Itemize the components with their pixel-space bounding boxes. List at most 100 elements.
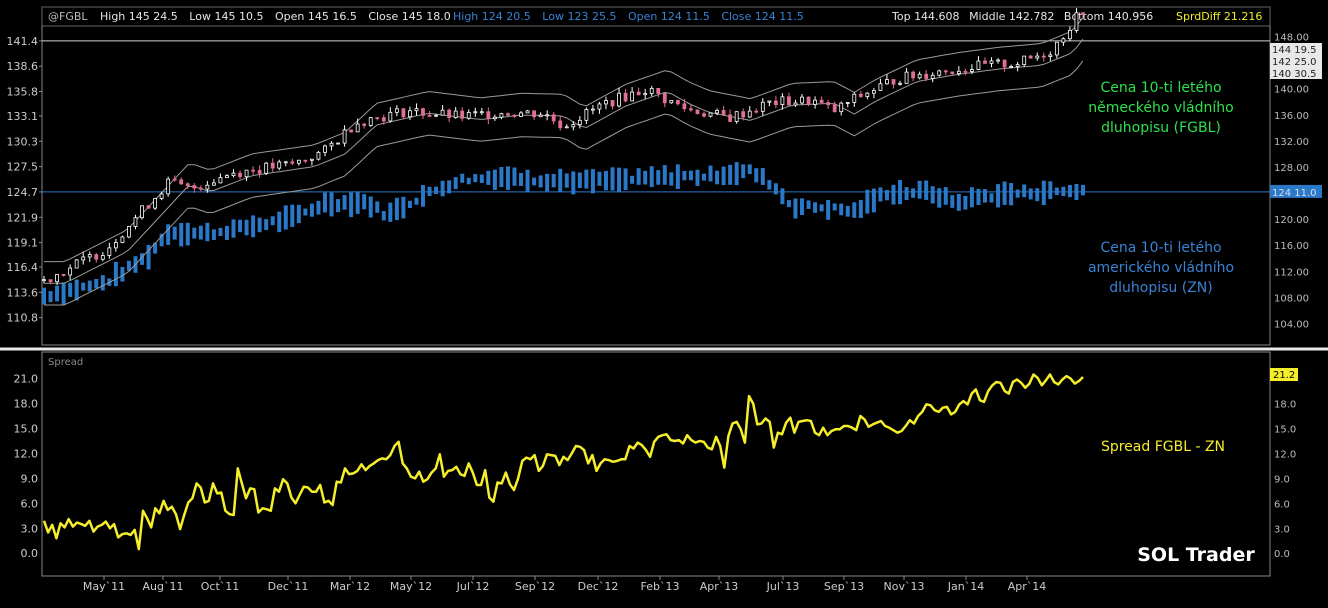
zn-open-label: Open <box>628 10 657 23</box>
zn-bar <box>1074 184 1079 201</box>
band-middle-line <box>44 38 1084 284</box>
zn-bar <box>780 188 785 205</box>
zn-bar <box>884 189 889 201</box>
fgbl-candle-body <box>48 279 53 283</box>
zn-bar <box>329 192 334 217</box>
fgbl-candle-body <box>800 96 804 104</box>
fgbl-candle-body <box>473 111 478 114</box>
zn-bar <box>1054 187 1059 196</box>
fgbl-candle-body <box>943 70 948 73</box>
fgbl-candle-body <box>68 267 73 276</box>
spread-y-right-tick-3: 9.0 <box>1274 474 1290 485</box>
zn-bar <box>460 173 465 183</box>
zn-bar <box>270 216 275 226</box>
fgbl-candle-body <box>231 172 236 177</box>
fgbl-candle-body <box>355 123 360 133</box>
zn-bar <box>421 185 426 207</box>
y-left-tick-0: 141.4 <box>7 35 39 48</box>
fgbl-candle-body <box>277 161 282 169</box>
zn-bar <box>956 193 961 211</box>
fgbl-low-value: 145 10.5 <box>214 10 263 23</box>
spread-last-label: 21.2 <box>1273 370 1295 381</box>
fgbl-candle-body <box>211 182 216 186</box>
zn-bar <box>617 167 622 193</box>
zn-bar <box>355 191 360 214</box>
band-top-line <box>44 16 1084 263</box>
zn-bar <box>55 285 60 302</box>
fgbl-candle-body <box>1028 55 1033 59</box>
zn-bar <box>388 202 393 222</box>
zn-bar <box>505 166 510 190</box>
zn-bar <box>296 204 301 224</box>
fgbl-candle-body <box>316 151 321 160</box>
spread-annotation: Spread FGBL - ZN <box>1101 439 1225 455</box>
zn-bar <box>466 177 471 185</box>
fgbl-candle-body <box>564 126 569 129</box>
zn-bar <box>741 164 746 179</box>
fgbl-open-value: 145 16.5 <box>308 10 357 23</box>
fgbl-candle-body <box>329 142 334 147</box>
fgbl-candle-body <box>94 254 99 260</box>
y-right-tick-2: 140.00 <box>1274 85 1309 96</box>
zn-bar <box>1022 184 1027 198</box>
zn-bar <box>767 180 772 190</box>
fgbl-last-label-box-0 <box>1270 43 1322 55</box>
x-tick-14: Jan`14 <box>947 580 984 593</box>
zn-bar <box>558 168 563 192</box>
fgbl-candle-body <box>1002 59 1007 68</box>
zn-bar <box>336 199 341 213</box>
spread-y-left-tick-7: 0.0 <box>21 547 39 560</box>
fgbl-candle-body <box>120 236 125 243</box>
fgbl-candle-body <box>179 179 184 185</box>
fgbl-candle-body <box>983 60 987 64</box>
zn-bar <box>473 174 478 183</box>
zn-bar <box>656 170 661 185</box>
fgbl-candle-body <box>545 114 550 117</box>
fgbl-candle-body <box>898 82 902 85</box>
symbol-label: @FGBL <box>48 10 88 23</box>
zn-bar <box>773 183 778 195</box>
fgbl-candle-body <box>192 185 197 189</box>
fgbl-candle-body <box>610 100 615 107</box>
fgbl-candle-body <box>1022 55 1027 66</box>
fgbl-candle-body <box>427 114 432 117</box>
fgbl-annotation-line-1: Cena 10-ti letého <box>1100 80 1221 96</box>
fgbl-candle-body <box>996 59 1000 62</box>
fgbl-candle-body <box>1035 55 1040 59</box>
zn-bar <box>1035 188 1040 202</box>
zn-bar <box>440 180 445 197</box>
zn-bar <box>1041 180 1046 206</box>
zn-bar <box>551 173 556 188</box>
fgbl-high-value: 145 24.5 <box>129 10 178 23</box>
fgbl-candle-body <box>695 109 700 115</box>
fgbl-candle-body <box>394 108 399 113</box>
zn-bar <box>963 195 968 210</box>
y-right-tick-8: 116.00 <box>1274 241 1309 252</box>
zn-bar <box>871 188 876 213</box>
zn-bar <box>407 200 412 208</box>
fgbl-close-value: 145 18.0 <box>402 10 451 23</box>
fgbl-candle-body <box>708 112 713 117</box>
fgbl-candle-body <box>865 92 870 97</box>
fgbl-candle-body <box>519 112 523 117</box>
zn-bar <box>283 205 288 230</box>
zn-low-value: 123 25.5 <box>567 10 616 23</box>
zn-bar <box>238 219 243 233</box>
fgbl-candle-body <box>787 96 791 106</box>
fgbl-last-label-2: 140 30.5 <box>1272 69 1317 80</box>
fgbl-candle-body <box>1041 55 1046 58</box>
zn-bar <box>153 242 158 254</box>
fgbl-candle-body <box>773 100 778 106</box>
spread-y-right-tick-2: 12.0 <box>1274 449 1296 460</box>
fgbl-candle-body <box>87 254 92 258</box>
band-bottom-value: 140.956 <box>1108 10 1154 23</box>
fgbl-candle-body <box>970 69 974 72</box>
y-right-tick-9: 112.00 <box>1274 267 1309 278</box>
spread-diff-label: SprdDiff <box>1176 10 1221 23</box>
zn-bar <box>662 165 667 185</box>
fgbl-candle-body <box>1015 64 1020 67</box>
fgbl-candle-body <box>492 116 497 120</box>
fgbl-candle-body <box>290 161 295 164</box>
fgbl-candle-body <box>342 129 347 144</box>
